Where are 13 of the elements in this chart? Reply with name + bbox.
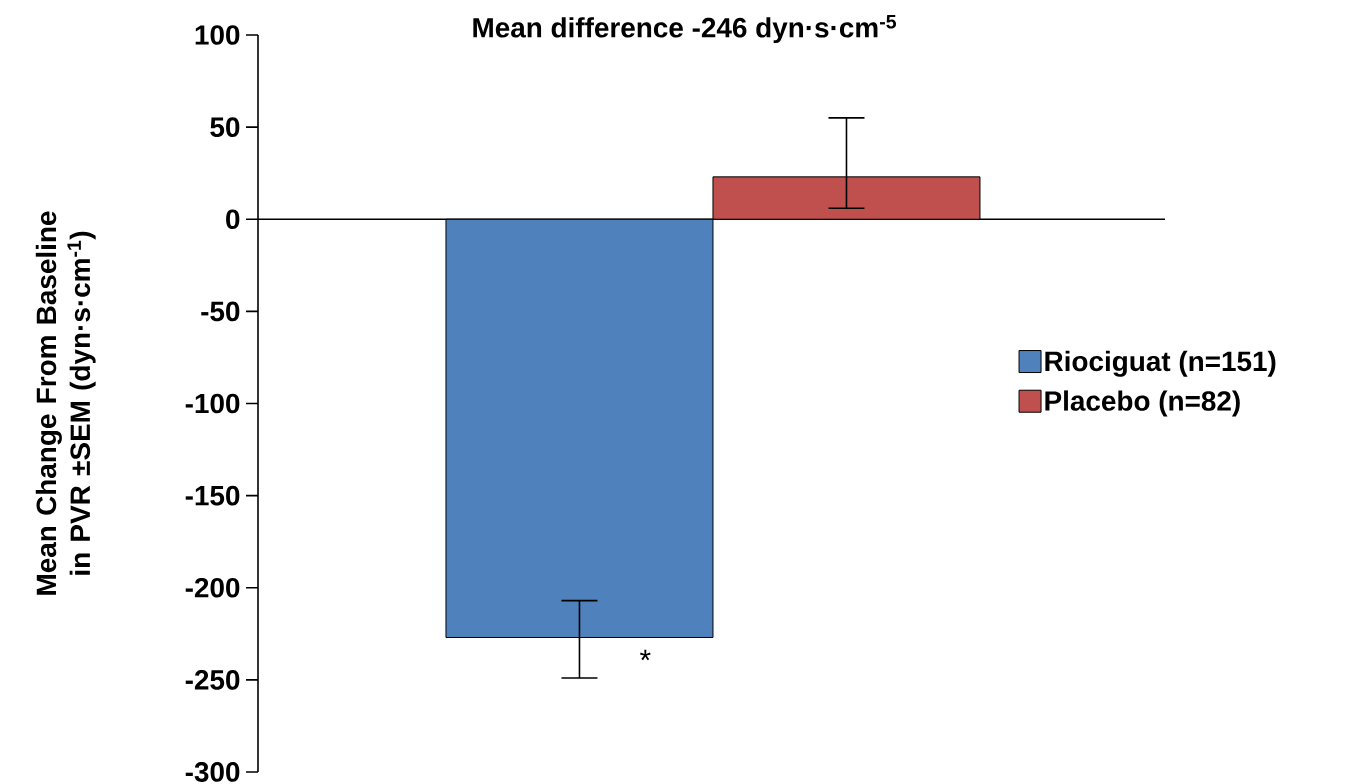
y-tick-label: -150: [185, 485, 240, 506]
y-tick-label: 100: [195, 25, 240, 45]
y-tick-label: -250: [185, 670, 240, 690]
y-tick-label: -100: [185, 393, 240, 414]
y-tick-label: 0: [226, 209, 240, 230]
y-tick-label: -50: [201, 301, 240, 322]
chart-title: Mean difference -246 dyn·s·cm$^{-5}$: [473, 14, 897, 44]
y-tick-label: -200: [185, 577, 240, 598]
y-tick-label: -300: [185, 762, 240, 782]
y-tick-label: 50: [210, 117, 240, 137]
legend-label: Placebo (n=82): [1045, 390, 1240, 417]
legend-label: Riociguat (n=151): [1045, 350, 1276, 377]
annotation: *: [639, 649, 651, 661]
